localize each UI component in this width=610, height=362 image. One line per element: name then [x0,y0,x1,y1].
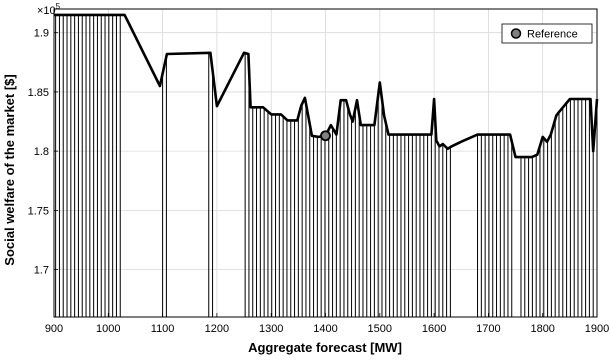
x-tick-label: 1000 [96,323,120,335]
reference-point-marker [320,130,331,142]
x-tick-label: 1200 [205,323,229,335]
y-multiplier-label: ×105 [37,2,61,17]
x-tick-label: 1500 [368,323,392,335]
series-line-group [54,13,599,159]
y-axis-label: Social welfare of the market [$] [2,74,17,265]
y-tick-label: 1.7 [34,265,49,277]
series-line [54,13,599,159]
hatched-regions [55,14,598,317]
legend-label: Reference [527,29,578,41]
x-tick-label: 1400 [313,323,337,335]
y-tick-label: 1.9 [34,28,49,40]
x-axis-label: Aggregate forecast [MW] [248,340,402,355]
plot-frame [53,8,598,318]
x-tick-label: 1100 [151,323,175,335]
x-tick-labels: 900 1000 1100 1200 1300 1400 1500 1600 1700 1800 1… [45,323,609,335]
reference-point-group [320,130,331,142]
x-tick-label: 1800 [530,323,554,335]
legend-box [501,23,593,44]
x-tick-label: 900 [45,323,63,335]
x-tick-label: 1600 [422,323,446,335]
legend-marker-icon [510,28,522,39]
y-tick-labels: 1.7 1.75 1.8 1.85 1.9 [28,28,49,277]
y-tick-label: 1.75 [28,205,49,217]
grid-lines [53,9,598,317]
x-tick-label: 1700 [476,323,500,335]
x-tick-label: 1900 [585,323,609,335]
y-tick-label: 1.85 [28,87,49,99]
x-tick-label: 1300 [259,323,283,335]
y-tick-label: 1.8 [34,146,49,158]
legend: Reference [501,23,593,44]
